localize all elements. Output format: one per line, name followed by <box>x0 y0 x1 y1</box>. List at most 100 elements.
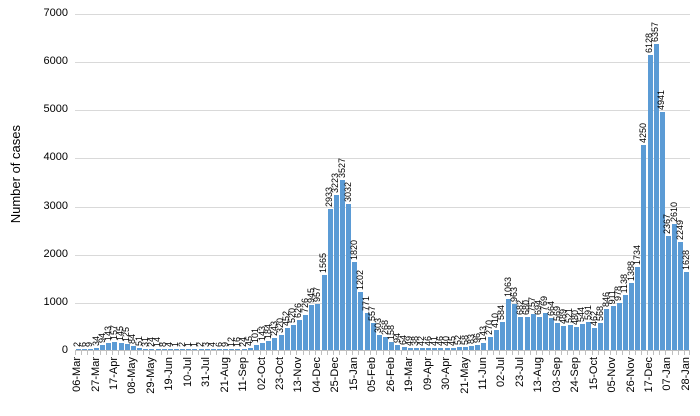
x-tick-label-06-Mar: 06-Mar <box>71 357 84 392</box>
x-axis-tick-mark <box>597 351 599 355</box>
bar <box>419 348 425 350</box>
bar <box>217 349 223 350</box>
x-axis-tick-mark <box>179 351 181 355</box>
x-axis-tick-mark <box>634 351 636 355</box>
bar <box>186 349 192 350</box>
x-tick-label-04-Dec: 04-Dec <box>310 357 323 393</box>
x-axis-tick-mark <box>646 351 648 355</box>
gridline-7000 <box>75 14 690 15</box>
bar <box>124 344 130 350</box>
x-tick-label-11-Jun: 11-Jun <box>476 357 489 390</box>
x-axis-tick-mark <box>277 351 279 355</box>
x-axis-tick-mark <box>628 351 630 355</box>
x-tick-label-08-May: 08-May <box>126 357 139 394</box>
bar <box>143 349 149 350</box>
x-axis-tick-mark <box>296 351 298 355</box>
x-tick-label-07-Jan: 07-Jan <box>661 357 674 391</box>
gridline-3000 <box>75 206 690 208</box>
data-label: 6357 <box>650 21 661 42</box>
bar <box>204 349 210 350</box>
bar <box>75 349 81 350</box>
x-axis-tick-mark <box>616 351 618 355</box>
x-axis-tick-mark <box>400 351 402 355</box>
bar <box>315 304 321 350</box>
x-axis-tick-mark <box>542 351 544 355</box>
x-tick-label-13-Nov: 13-Nov <box>292 357 305 393</box>
bar <box>266 341 272 350</box>
plot-area: 2 6 9 34 94 143 157 145 125 84 51 31 24 14 8 4 1 2 1 1 2 3 4 6 9… <box>72 14 691 355</box>
bar <box>653 44 659 350</box>
x-tick-label-30-Apr: 30-Apr <box>440 357 453 391</box>
x-axis-tick-mark <box>388 351 390 355</box>
x-tick-label-23-Oct: 23-Oct <box>274 357 287 391</box>
bar <box>487 337 493 350</box>
bar <box>358 292 364 350</box>
x-tick-label-21-Aug: 21-Aug <box>218 357 231 393</box>
bar <box>542 313 548 350</box>
x-tick-label-28-Jan: 28-Jan <box>679 357 692 391</box>
bar <box>278 335 284 350</box>
bar <box>469 346 475 350</box>
x-axis-tick-mark <box>493 351 495 355</box>
x-axis-tick-mark <box>591 351 593 355</box>
bar <box>555 323 561 350</box>
gridline-0 <box>75 350 690 351</box>
bar <box>635 267 641 350</box>
bar <box>284 328 290 350</box>
x-axis-tick-mark <box>136 351 138 355</box>
x-axis-tick-mark <box>216 351 218 355</box>
bar <box>598 323 604 350</box>
data-label: 1734 <box>631 244 642 265</box>
x-tick-label-03-Sep: 03-Sep <box>550 357 563 393</box>
data-label: 2249 <box>674 219 685 240</box>
x-tick-label-05-Feb: 05-Feb <box>366 357 379 392</box>
data-label: 2610 <box>668 201 679 222</box>
bar <box>413 348 419 350</box>
bar <box>401 347 407 350</box>
bar <box>463 347 469 350</box>
bar <box>296 320 302 350</box>
x-axis-tick-mark <box>530 351 532 355</box>
bar <box>290 325 296 350</box>
x-axis-tick-mark <box>185 351 187 355</box>
bar <box>481 343 487 350</box>
x-tick-label-02-Jul: 02-Jul <box>495 357 508 387</box>
bar <box>672 224 678 350</box>
bar <box>118 343 124 350</box>
x-tick-label-19-Mar: 19-Mar <box>403 357 416 392</box>
x-axis-tick-mark <box>468 351 470 355</box>
y-tick-label-0: 0 <box>61 344 68 356</box>
bar <box>426 348 432 350</box>
gridline-6000 <box>75 62 690 64</box>
bar <box>223 349 229 350</box>
x-axis-tick-mark <box>689 351 690 355</box>
x-axis-tick-mark <box>148 351 150 355</box>
x-axis-tick-mark <box>480 351 482 355</box>
x-tick-label-23-Jul: 23-Jul <box>513 357 526 387</box>
x-axis-tick-mark <box>333 351 335 355</box>
bar <box>579 324 585 350</box>
x-axis-tick-mark <box>308 351 310 355</box>
x-axis-tick-mark <box>407 351 409 355</box>
x-axis-tick-mark <box>536 351 538 355</box>
x-axis-tick-mark <box>413 351 415 355</box>
bar <box>309 305 315 350</box>
bar <box>629 283 635 350</box>
x-axis-tick-mark <box>87 351 89 355</box>
x-axis-tick-mark <box>241 351 243 355</box>
x-axis-tick-mark <box>81 351 83 355</box>
bar <box>518 317 524 350</box>
bar <box>149 349 155 350</box>
bar <box>586 322 592 350</box>
bar <box>678 242 684 350</box>
bar <box>247 348 253 350</box>
bar <box>616 303 622 350</box>
x-axis-tick-mark <box>640 351 642 355</box>
x-tick-label-02-Oct: 02-Oct <box>255 357 268 391</box>
x-axis-tick-mark <box>437 351 439 355</box>
data-label: 3527 <box>336 157 347 178</box>
x-axis-tick-mark <box>284 351 286 355</box>
y-tick-label-6000: 6000 <box>43 55 68 68</box>
bar <box>475 345 481 350</box>
